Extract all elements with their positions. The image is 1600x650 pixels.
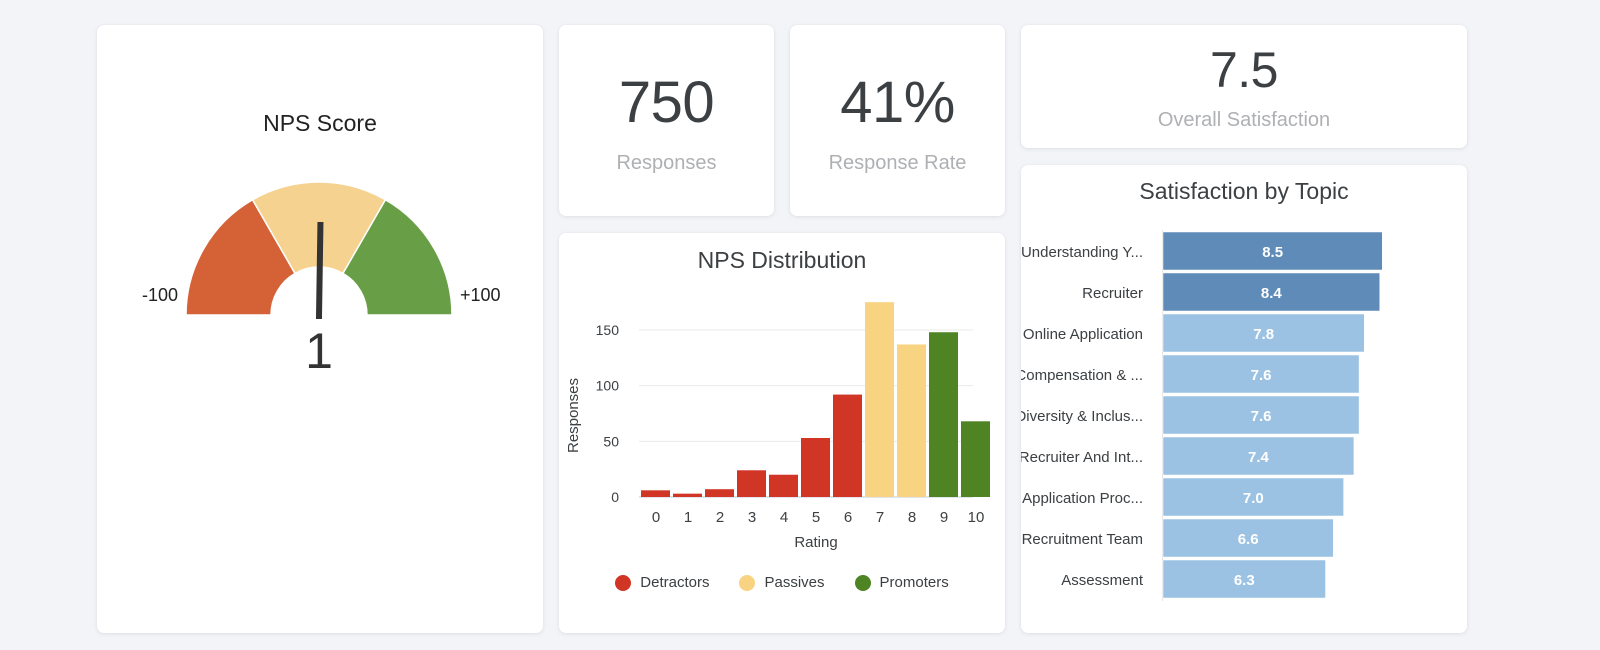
bar-rating-7[interactable] [865, 302, 894, 497]
topic-label: Recruitment Team [1022, 531, 1143, 548]
x-tick-label: 6 [844, 509, 852, 526]
nps-score-title: NPS Score [263, 110, 377, 136]
overall-satisfaction-label: Overall Satisfaction [1157, 109, 1331, 131]
y-tick-label: 50 [603, 433, 619, 449]
y-tick-label: 100 [596, 378, 620, 394]
topic-label: Online Application [1023, 326, 1143, 343]
topic-bar[interactable] [1162, 559, 1326, 599]
topic-bar-value: 8.4 [1261, 285, 1283, 302]
topic-bar[interactable] [1162, 231, 1383, 271]
topic-label: Understanding Y... [1021, 244, 1143, 261]
legend-label: Promoters [879, 574, 949, 591]
topic-label: Diversity & Inclus... [1021, 408, 1143, 425]
legend-item-promoters[interactable]: Promoters [854, 574, 949, 591]
response-rate-card: 41% Response Rate [790, 25, 1005, 216]
x-tick-label: 10 [968, 509, 985, 526]
topic-bar[interactable] [1162, 313, 1365, 353]
gauge-needle [315, 221, 324, 320]
legend-label: Detractors [640, 574, 710, 591]
satisfaction-by-topic-card: Satisfaction by Topic Understanding Y...… [1021, 165, 1467, 633]
topic-label: Application Proc... [1022, 490, 1143, 507]
topic-bar-value: 6.6 [1238, 531, 1259, 548]
nps-distribution-chart: 0 50 100 150 0 1 2 3 4 5 6 7 8 9 10 Rating Responses [565, 302, 990, 551]
nps-distribution-title: NPS Distribution [697, 247, 867, 273]
topic-bar-value: 7.6 [1251, 408, 1272, 425]
legend-dot-promoters-icon [854, 574, 871, 591]
x-tick-label: 2 [716, 509, 724, 526]
gauge-max-label: +100 [460, 285, 501, 305]
x-tick-label: 0 [652, 509, 660, 526]
topic-bar[interactable] [1162, 436, 1355, 476]
x-tick-label: 1 [684, 509, 692, 526]
bar-rating-2[interactable] [705, 489, 734, 497]
legend-item-detractors[interactable]: Detractors [615, 574, 709, 591]
x-tick-label: 7 [876, 509, 884, 526]
response-rate-value: 41% [840, 70, 955, 135]
bar-rating-3[interactable] [737, 470, 766, 497]
overall-satisfaction-value: 7.5 [1209, 42, 1279, 98]
gauge-band-2 [341, 198, 453, 316]
nps-score-card: NPS Score -100 +100 1 [97, 25, 543, 633]
topic-label: Recruiter And Int... [1021, 449, 1143, 466]
legend-label: Passives [764, 574, 825, 591]
topic-bar[interactable] [1162, 395, 1360, 435]
gauge-value: 1 [305, 323, 333, 379]
bar-rating-10[interactable] [961, 421, 990, 497]
gauge-min-label: -100 [142, 285, 178, 305]
topic-bar[interactable] [1162, 477, 1344, 517]
nps-distribution-card: NPS Distribution 0 50 100 150 0 1 2 3 4 5 6 7 8 9 10 … [559, 233, 1005, 633]
responses-card: 750 Responses [559, 25, 774, 216]
bar-rating-8[interactable] [897, 344, 926, 497]
topic-bar[interactable] [1162, 354, 1360, 394]
y-axis-label: Responses [565, 378, 582, 453]
bar-rating-1[interactable] [673, 493, 702, 497]
x-tick-label: 4 [780, 509, 788, 526]
topic-label: Recruiter [1082, 285, 1143, 302]
satisfaction-by-topic-title: Satisfaction by Topic [1139, 178, 1349, 204]
x-axis-label: Rating [794, 534, 837, 551]
topic-bar-value: 7.6 [1251, 367, 1272, 384]
legend-item-passives[interactable]: Passives [739, 574, 825, 591]
legend-dot-detractors-icon [615, 574, 632, 591]
x-tick-label: 9 [940, 509, 948, 526]
responses-label: Responses [616, 152, 717, 174]
topic-bar-value: 7.8 [1253, 326, 1274, 343]
topic-label: Compensation & ... [1021, 367, 1143, 384]
y-tick-label: 0 [611, 489, 619, 505]
satisfaction-by-topic-chart: Understanding Y... 8.5 Recruiter 8.4 Online … [1021, 230, 1383, 601]
x-tick-label: 3 [748, 509, 756, 526]
bar-rating-5[interactable] [801, 437, 830, 497]
responses-value: 750 [618, 70, 715, 135]
x-tick-label: 5 [812, 509, 820, 526]
bar-rating-9[interactable] [929, 332, 958, 497]
topic-bar-value: 8.5 [1262, 244, 1283, 261]
gauge-band-0 [185, 198, 297, 316]
y-tick-label: 150 [596, 322, 620, 338]
topic-label: Assessment [1061, 572, 1144, 589]
legend-dot-passives-icon [739, 574, 756, 591]
topic-bar-value: 6.3 [1234, 572, 1255, 589]
response-rate-label: Response Rate [828, 152, 967, 174]
nps-legend: Detractors Passives Promoters [559, 574, 1005, 591]
bar-rating-4[interactable] [769, 474, 798, 497]
topic-bar-value: 7.4 [1248, 449, 1270, 466]
topic-bar[interactable] [1162, 518, 1334, 558]
topic-bar-value: 7.0 [1243, 490, 1264, 507]
overall-satisfaction-card: 7.5 Overall Satisfaction [1021, 25, 1467, 148]
bar-rating-6[interactable] [833, 394, 862, 497]
nps-gauge: -100 +100 1 [142, 181, 501, 379]
topic-bar[interactable] [1162, 272, 1380, 312]
x-tick-label: 8 [908, 509, 916, 526]
bar-rating-0[interactable] [641, 490, 670, 497]
